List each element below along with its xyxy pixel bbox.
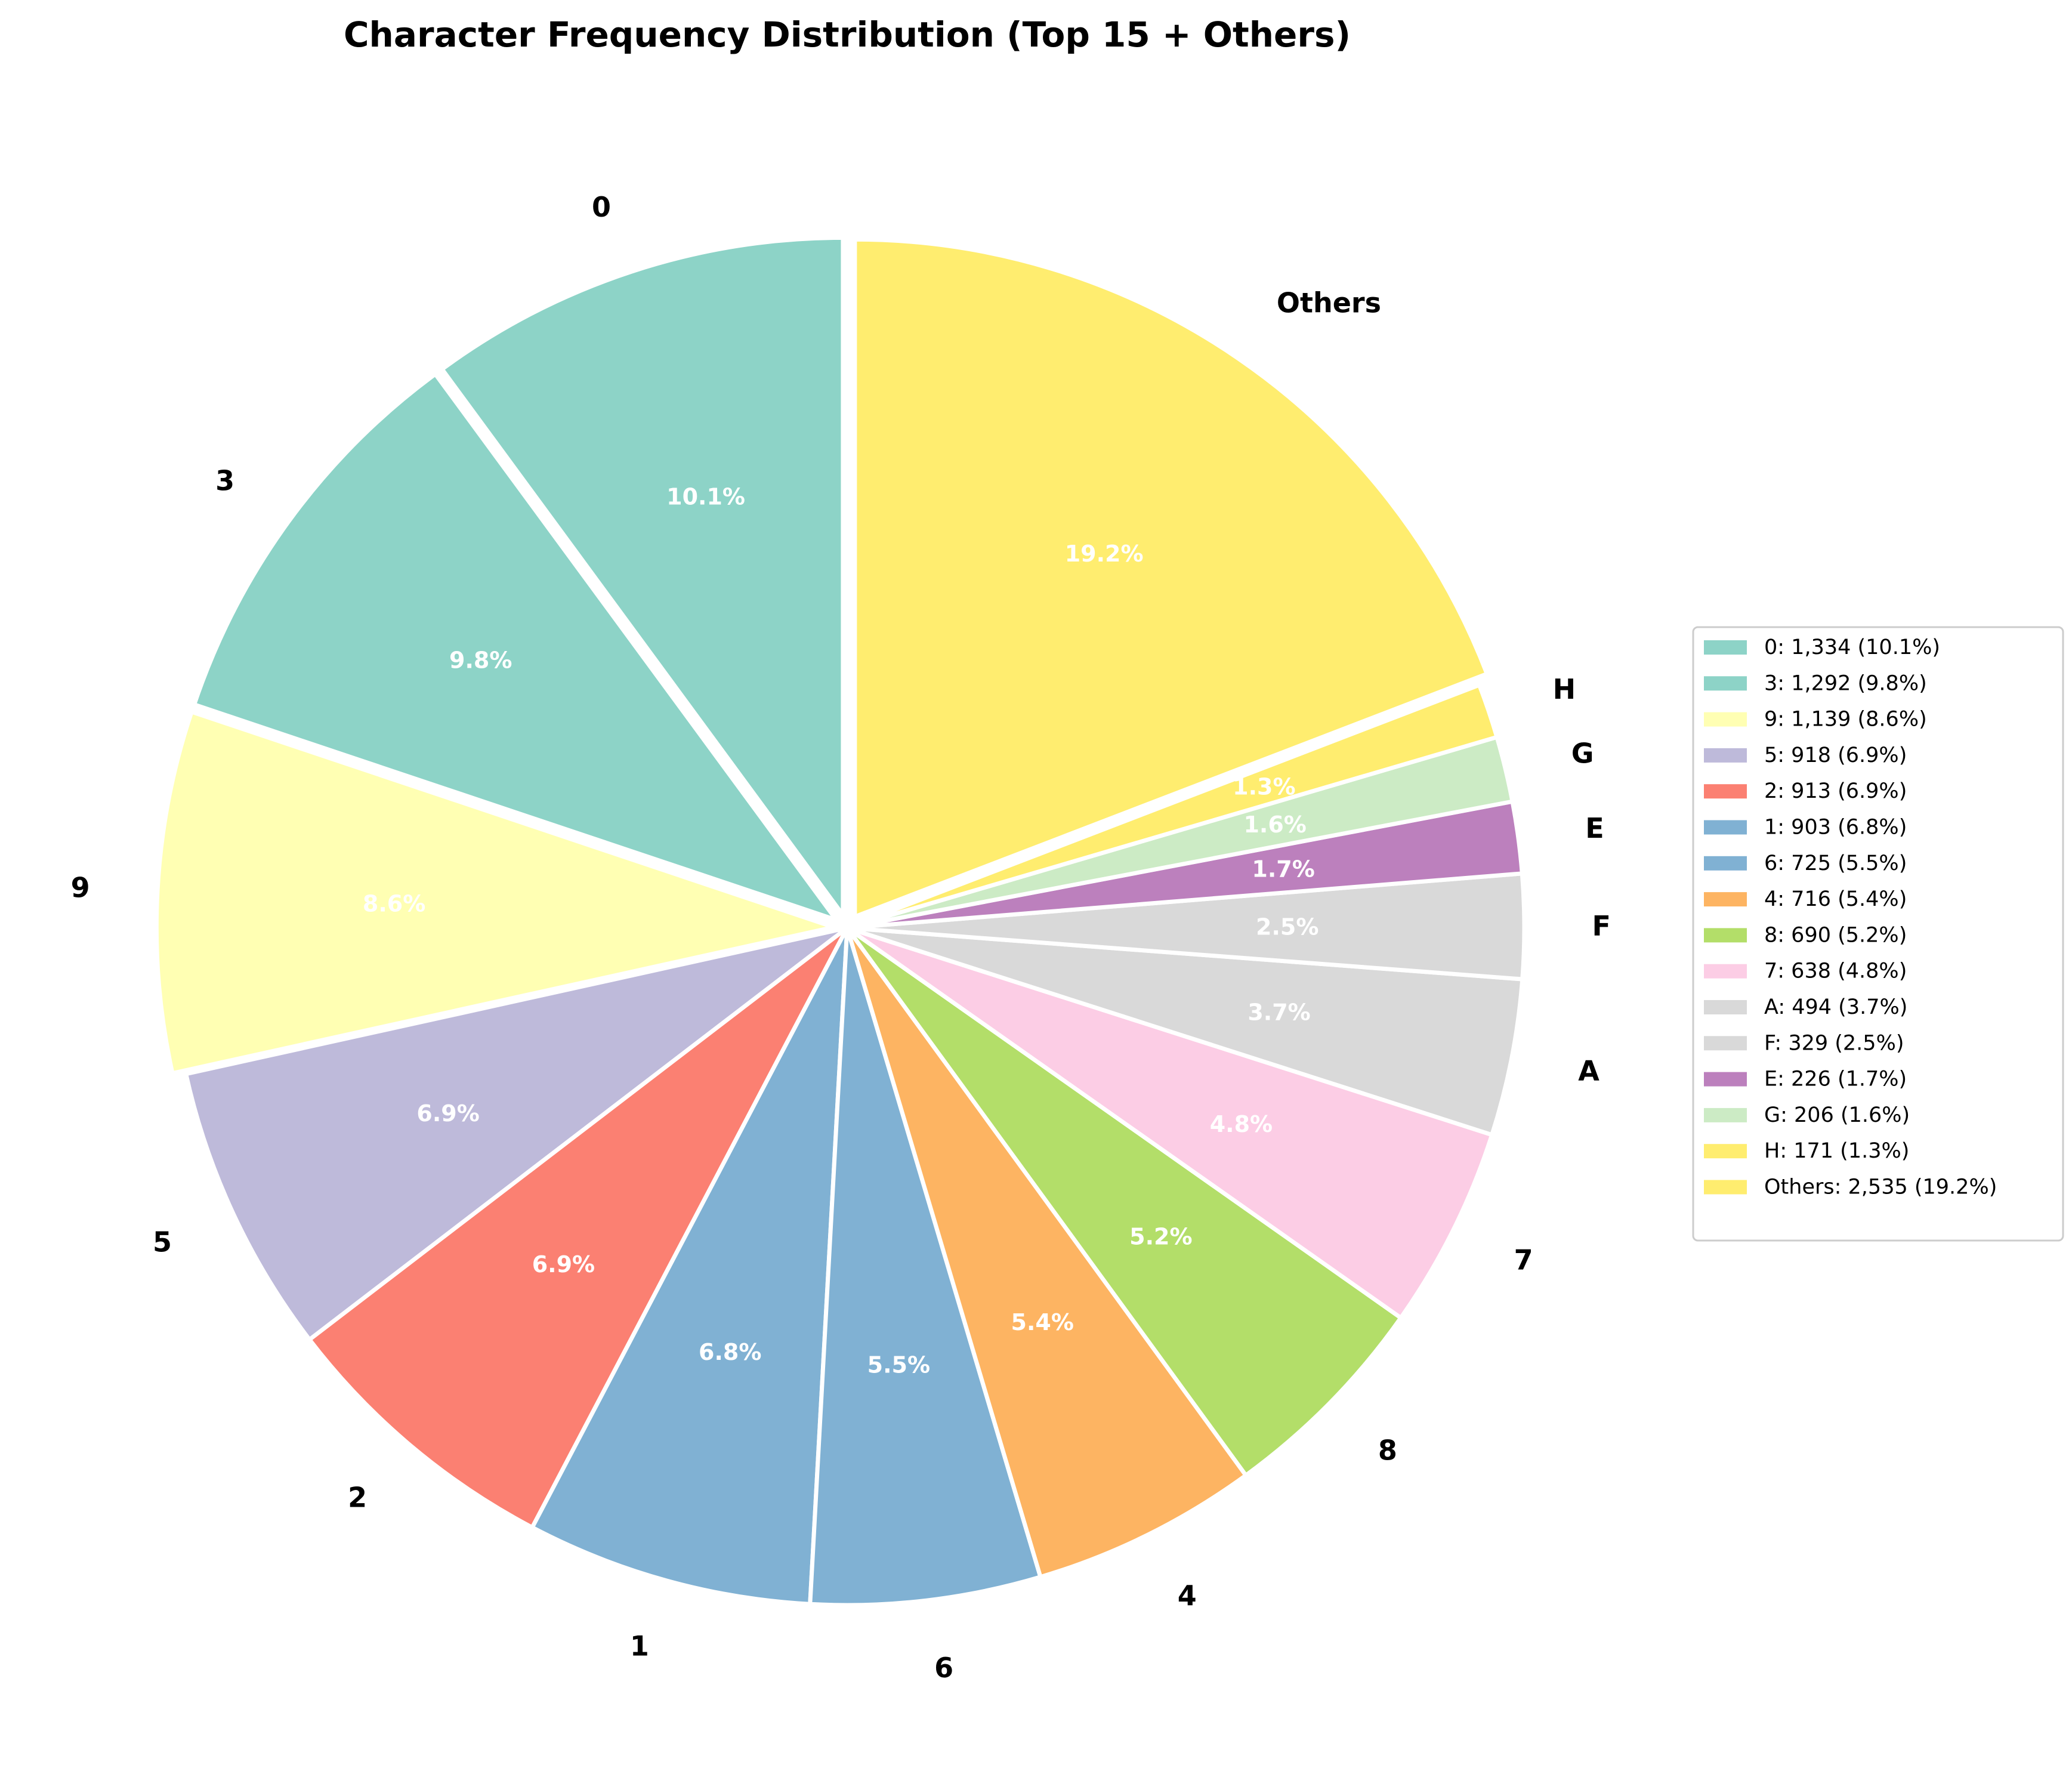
pie-slice-6 [808,925,1043,1608]
pie-slice-9 [154,709,836,1076]
legend-swatch-4 [1703,891,1748,908]
percent-label-1: 6.8% [699,1339,761,1365]
legend-swatch-f [1703,1035,1748,1052]
percent-label-8: 5.2% [1129,1223,1192,1249]
legend-entry-g: G: 206 (1.6%) [1764,1103,1910,1127]
legend-entry-2: 2: 913 (6.9%) [1764,779,1907,803]
legend-entry-a: A: 494 (3.7%) [1764,995,1907,1019]
percent-label-9: 8.6% [363,891,425,917]
legend-swatch-5 [1703,746,1748,764]
slice-label-9: 9 [71,872,90,904]
legend-entry-6: 6: 725 (5.5%) [1764,851,1907,875]
chart-title: Character Frequency Distribution (Top 15… [344,14,1351,55]
legend-entry-8: 8: 690 (5.2%) [1764,923,1907,947]
slice-label-g: G [1571,737,1594,769]
pie-slice-a [845,925,1525,1137]
legend-swatch-3 [1703,675,1748,692]
slice-label-a: A [1578,1055,1599,1087]
percent-label-5: 6.9% [416,1100,479,1127]
legend-entry-1: 1: 903 (6.8%) [1764,816,1907,840]
percent-label-g: 1.6% [1243,812,1306,838]
pie-slice-7 [845,925,1494,1320]
slice-label-3: 3 [215,465,234,497]
legend-swatch-7 [1703,962,1748,980]
percent-label-2: 6.9% [532,1251,595,1278]
slice-label-e: E [1585,812,1604,844]
legend-swatch-2 [1703,783,1748,800]
legend-entry-5: 5: 918 (6.9%) [1764,743,1907,767]
percent-label-f: 2.5% [1256,914,1318,940]
percent-label-3: 9.8% [449,647,512,674]
percent-label-0: 10.1% [666,483,745,510]
legend-swatch-6 [1703,854,1748,872]
legend-entry-9: 9: 1,139 (8.6%) [1764,708,1927,732]
slice-label-h: H [1553,673,1576,705]
legend: 0: 1,334 (10.1%) 3: 1,292 (9.8%) 9: 1,139 … [1692,626,2064,1242]
legend-swatch-g [1703,1106,1748,1124]
slice-label-2: 2 [348,1481,367,1513]
pie-slice-2 [307,925,850,1530]
slice-labels: 0 3 9 5 2 1 6 4 8 7 A F E GH Others [71,191,1611,1684]
slice-label-others: Others [1277,286,1381,319]
legend-entry-f: F: 329 (2.5%) [1764,1031,1904,1055]
pie-slice-0 [440,235,845,917]
legend-entry-7: 7: 638 (4.8%) [1764,959,1907,983]
legend-frame [1692,626,2064,1242]
slice-label-6: 6 [934,1652,953,1684]
slice-label-4: 4 [1178,1579,1197,1612]
percent-label-e: 1.7% [1252,856,1314,882]
percent-label-4: 5.4% [1011,1309,1074,1335]
pie-slice-8 [845,925,1403,1477]
legend-swatch-a [1703,999,1748,1016]
legend-entry-h: H: 171 (1.3%) [1764,1139,1909,1163]
percent-label-h: 1.3% [1233,774,1295,800]
legend-entry-others: Others: 2,535 (19.2%) [1764,1176,1997,1199]
slice-label-5: 5 [153,1226,172,1258]
pie-slice-h [845,683,1499,930]
pie-slice-1 [530,925,850,1606]
percent-label-others: 19.2% [1065,541,1144,567]
legend-swatch-0 [1703,639,1748,656]
percent-labels: 10.1% 9.8% 8.6% 6.9% 6.9% 6.8% 5.5% 5.4% 5.2% 4.8… [363,483,1319,1378]
slice-label-0: 0 [592,191,611,223]
percent-label-6: 5.5% [867,1352,930,1378]
legend-swatch-others [1703,1178,1748,1196]
slice-label-1: 1 [630,1630,649,1662]
legend-entry-4: 4: 716 (5.4%) [1764,887,1907,911]
legend-swatch-8 [1703,927,1748,944]
percent-label-a: 3.7% [1247,999,1310,1026]
pie-slice-3 [192,372,839,923]
pie-slice-others [853,237,1489,919]
percent-label-7: 4.8% [1210,1111,1273,1137]
legend-swatch-h [1703,1143,1748,1160]
slice-label-7: 7 [1514,1244,1533,1276]
legend-entry-e: E: 226 (1.7%) [1764,1068,1907,1091]
legend-entry-3: 3: 1,292 (9.8%) [1764,671,1927,695]
pie-slices [154,235,1527,1608]
pie-slice-4 [845,925,1248,1579]
legend-swatch-e [1703,1070,1748,1088]
slice-label-8: 8 [1378,1434,1397,1467]
pie-slice-5 [184,925,850,1342]
legend-entry-0: 0: 1,334 (10.1%) [1764,635,1940,659]
legend-swatch-9 [1703,711,1748,728]
legend-swatch-1 [1703,819,1748,836]
slice-label-f: F [1592,910,1610,942]
